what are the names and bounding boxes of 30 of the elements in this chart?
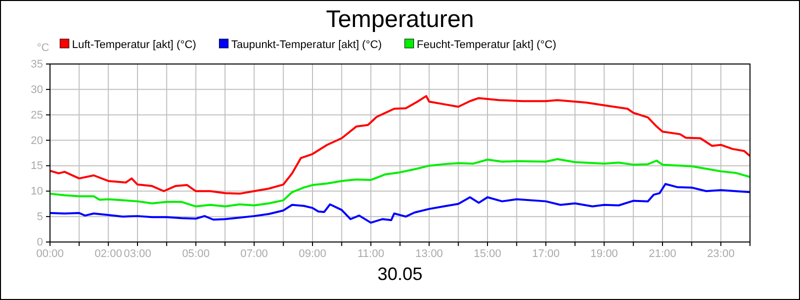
x-axis-title: 30.05 bbox=[377, 264, 423, 284]
x-tick-label: 00:00 bbox=[36, 248, 64, 260]
x-tick-label: 05:00 bbox=[182, 248, 210, 260]
chart-title: Temperaturen bbox=[326, 6, 474, 33]
x-tick-label: 11:00 bbox=[357, 248, 384, 260]
y-axis-title: °C bbox=[36, 42, 50, 54]
y-tick-label: 15 bbox=[30, 160, 43, 172]
legend-label: Luft-Temperatur [akt] (°C) bbox=[72, 39, 196, 51]
y-tick-label: 30 bbox=[30, 84, 43, 96]
line-series bbox=[49, 158, 751, 208]
x-tick-label: 02:00 bbox=[94, 248, 122, 260]
x-tick-label: 21:00 bbox=[648, 248, 676, 260]
x-tick-label: 19:00 bbox=[590, 248, 618, 260]
y-tick-label: 10 bbox=[30, 186, 43, 198]
x-tick-label: 07:00 bbox=[240, 248, 268, 260]
x-tick-label: 17:00 bbox=[532, 248, 560, 260]
legend-label: Feucht-Temperatur [akt] (°C) bbox=[416, 39, 556, 51]
line-series bbox=[49, 183, 751, 224]
legend-label: Taupunkt-Temperatur [akt] (°C) bbox=[231, 39, 382, 51]
y-tick-label: 5 bbox=[36, 211, 43, 224]
x-tick-label: 09:00 bbox=[298, 248, 326, 260]
y-tick-label: 0 bbox=[36, 236, 43, 249]
x-tick-label: 03:00 bbox=[124, 248, 152, 260]
line-series bbox=[49, 95, 751, 195]
x-tick-label: 13:00 bbox=[415, 248, 443, 260]
y-tick-label: 20 bbox=[30, 134, 43, 147]
x-tick-label: 23:00 bbox=[707, 248, 735, 260]
y-tick-label: 35 bbox=[30, 58, 43, 71]
x-tick-label: 15:00 bbox=[474, 248, 502, 260]
y-tick-label: 25 bbox=[30, 109, 43, 122]
